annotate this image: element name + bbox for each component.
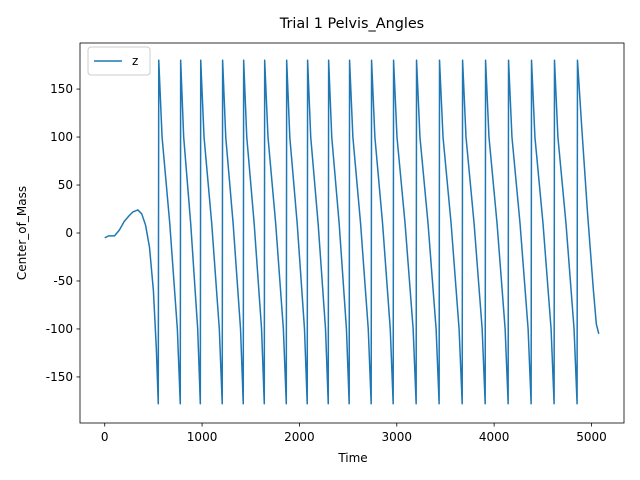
legend-label: z xyxy=(132,54,138,68)
chart-title: Trial 1 Pelvis_Angles xyxy=(279,16,424,32)
y-tick-label: 150 xyxy=(50,82,73,96)
x-tick-label: 4000 xyxy=(479,430,510,444)
x-tick-label: 5000 xyxy=(576,430,607,444)
y-tick-label: -150 xyxy=(46,370,73,384)
y-tick-label: 100 xyxy=(50,130,73,144)
x-tick-label: 2000 xyxy=(284,430,315,444)
axes-frame xyxy=(79,42,625,424)
data-line xyxy=(104,59,600,405)
x-tick-label: 1000 xyxy=(187,430,218,444)
y-axis-label: Center_of_Mass xyxy=(15,186,29,280)
y-tick-label: 50 xyxy=(58,178,73,192)
x-tick-label: 3000 xyxy=(382,430,413,444)
y-tick-label: -100 xyxy=(46,322,73,336)
x-tick-label: 0 xyxy=(101,430,109,444)
y-tick-label: 0 xyxy=(65,226,73,240)
y-tick-label: -50 xyxy=(53,274,73,288)
x-axis-label: Time xyxy=(337,451,367,465)
